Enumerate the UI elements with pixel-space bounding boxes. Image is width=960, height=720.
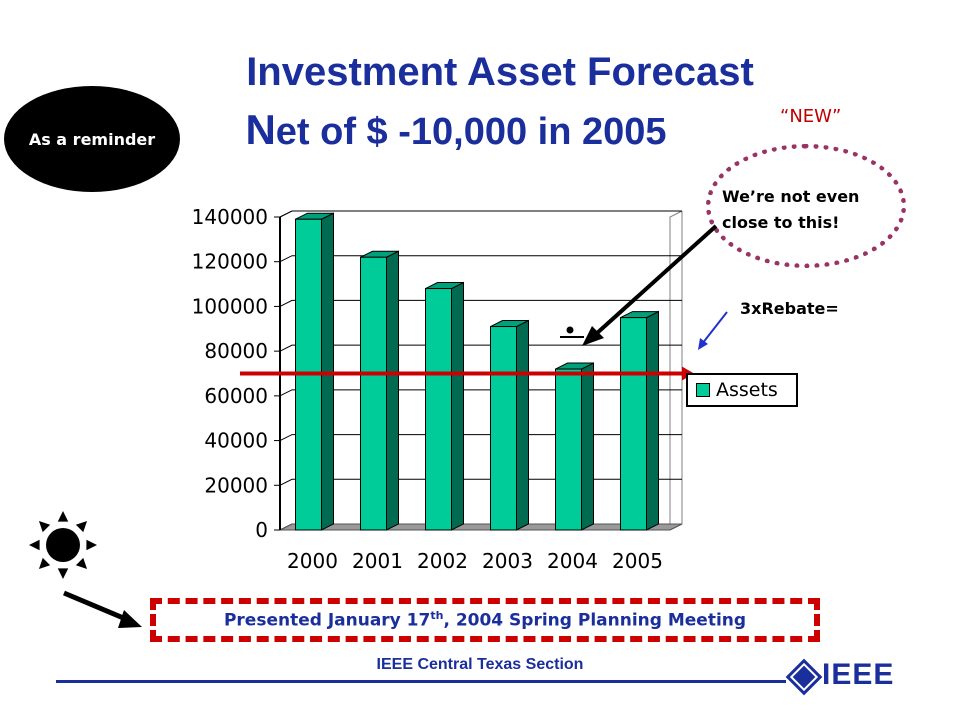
annotation-dot	[566, 326, 574, 334]
rebate-arrow	[701, 311, 728, 345]
ytick-label: 140000	[192, 205, 268, 229]
legend-swatch	[696, 383, 710, 397]
ytick-label: 60000	[204, 384, 268, 408]
page-subtitle: Net of $ -10,000 in 2005	[245, 106, 667, 153]
decorations	[29, 224, 728, 628]
sun-icon	[29, 511, 97, 579]
presented-banner: Presented January 17th, 2004 Spring Plan…	[150, 598, 820, 642]
rebate-arrowhead	[698, 338, 708, 350]
chart-yticks: 0 20000 40000 60000 80000 100000 120000 140000	[192, 205, 280, 542]
presented-text: Presented January 17th, 2004 Spring Plan…	[223, 609, 747, 631]
bar	[490, 326, 517, 531]
callout-line-2: close to this!	[722, 213, 840, 232]
bar	[425, 288, 452, 531]
new-label: “NEW”	[780, 106, 842, 127]
gridline	[279, 299, 682, 307]
gridline	[279, 255, 682, 263]
bar	[620, 317, 647, 531]
page-title: Investment Asset Forecast	[246, 50, 754, 94]
bar	[555, 368, 582, 531]
callout-arrowhead	[582, 326, 604, 346]
ytick-label: 0	[255, 518, 268, 542]
sun-ray	[57, 511, 69, 522]
xtick-label: 2004	[547, 549, 598, 573]
bar-side	[516, 319, 529, 531]
ytick-label: 40000	[204, 429, 268, 453]
gridline	[279, 210, 682, 218]
sun-ray	[75, 520, 88, 533]
ieee-logo: IEEE	[822, 658, 895, 691]
xtick-label: 2005	[612, 549, 663, 573]
callout-bubble	[706, 144, 906, 268]
callout-text: We’re not even close to this!	[722, 184, 859, 236]
bar-side	[451, 281, 464, 531]
rebate-label: 3xRebate=	[740, 299, 839, 318]
sun-arrowhead	[118, 610, 142, 628]
bar-side	[386, 250, 399, 531]
xtick-label: 2002	[417, 549, 468, 573]
callout-arrow	[594, 224, 718, 336]
sun-ray	[38, 520, 51, 533]
bar-side	[646, 310, 659, 531]
sun-ray	[38, 557, 51, 570]
gridline	[279, 434, 682, 442]
legend-label: Assets	[716, 379, 778, 401]
bar	[360, 256, 387, 531]
sun-core	[46, 528, 80, 562]
ytick-label: 100000	[192, 294, 268, 318]
chart-xlabels: 2000 2001 2002 2003 2004 2005	[287, 549, 663, 573]
ytick-label: 20000	[204, 473, 268, 497]
callout-line-1: We’re not even	[722, 187, 860, 206]
bar-side	[581, 362, 594, 531]
sun-ray	[86, 539, 97, 551]
footer-rule	[56, 680, 786, 683]
footer-section: IEEE Central Texas Section	[376, 656, 584, 673]
xtick-label: 2001	[352, 549, 403, 573]
sun-ray	[29, 539, 40, 551]
sun-ray	[75, 557, 88, 570]
gridline	[279, 344, 682, 352]
gridline	[279, 389, 682, 397]
sun-arrow	[63, 590, 129, 623]
xtick-label: 2003	[482, 549, 533, 573]
ytick-label: 80000	[204, 339, 268, 363]
xtick-label: 2000	[287, 549, 338, 573]
reminder-badge-label: As a reminder	[28, 129, 156, 149]
chart-legend: Assets	[686, 373, 798, 407]
gridline	[279, 478, 682, 486]
sun-ray	[57, 568, 69, 579]
reminder-badge: As a reminder	[4, 86, 180, 192]
ytick-label: 120000	[192, 250, 268, 274]
